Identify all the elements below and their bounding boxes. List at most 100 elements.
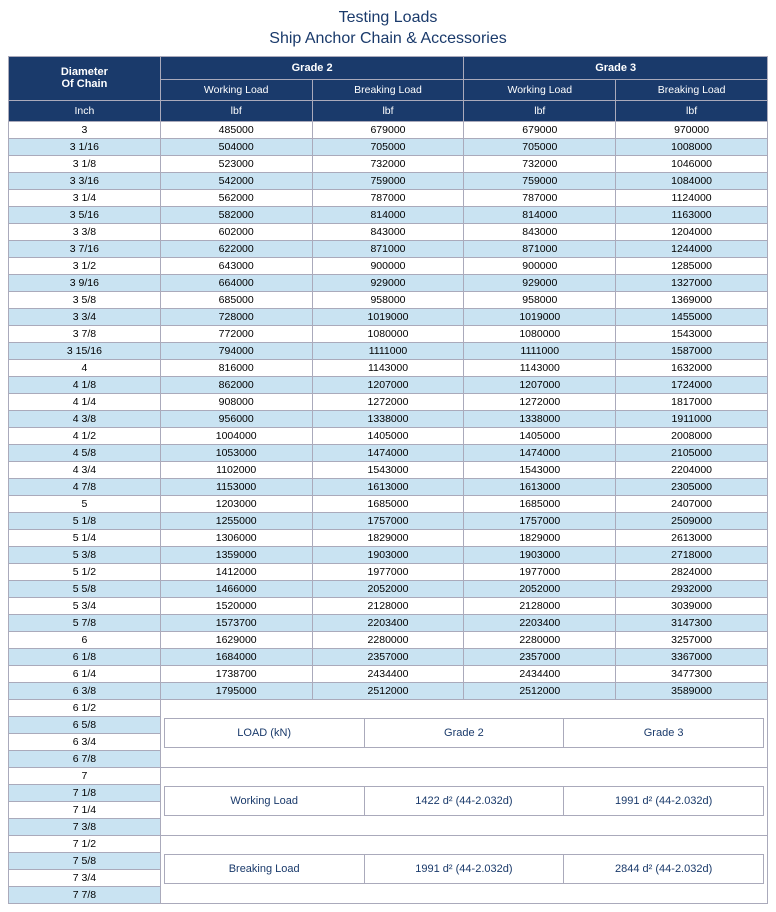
cell: 485000 [160, 121, 312, 138]
cell: 2105000 [616, 444, 768, 461]
cell: 929000 [312, 274, 464, 291]
col-header-diameter: Diameter Of Chain [9, 56, 161, 100]
cell: 1163000 [616, 206, 768, 223]
table-row: 5 7/81573700220340022034003147300 [9, 614, 768, 631]
table-row: 6 1/2LOAD (kN)Grade 2Grade 3 [9, 699, 768, 716]
page-title: Testing Loads Ship Anchor Chain & Access… [8, 8, 768, 50]
cell: 643000 [160, 257, 312, 274]
cell: 1207000 [312, 376, 464, 393]
cell: 958000 [312, 291, 464, 308]
cell: 1977000 [464, 563, 616, 580]
cell: 1285000 [616, 257, 768, 274]
cell: 7 [9, 767, 161, 784]
cell: 1412000 [160, 563, 312, 580]
cell: 523000 [160, 155, 312, 172]
cell: 2280000 [312, 631, 464, 648]
cell: 2932000 [616, 580, 768, 597]
cell: 5 1/4 [9, 529, 161, 546]
cell: 1543000 [616, 325, 768, 342]
cell: 759000 [312, 172, 464, 189]
cell: 5 1/2 [9, 563, 161, 580]
cell: 1244000 [616, 240, 768, 257]
cell: 7 3/8 [9, 818, 161, 835]
cell: 4 3/4 [9, 461, 161, 478]
cell: 1543000 [312, 461, 464, 478]
cell: 1255000 [160, 512, 312, 529]
cell: 7 1/8 [9, 784, 161, 801]
cell: 3147300 [616, 614, 768, 631]
cell: 1829000 [312, 529, 464, 546]
table-row: 7 1/2Breaking Load1991 d² (44-2.032d)284… [9, 835, 768, 852]
cell: 1405000 [312, 427, 464, 444]
formula-cell: Working Load [164, 787, 364, 816]
cell: 1204000 [616, 223, 768, 240]
cell: 685000 [160, 291, 312, 308]
cell: 843000 [464, 223, 616, 240]
cell: 1757000 [312, 512, 464, 529]
cell: 1272000 [312, 393, 464, 410]
table-row: 3 3/86020008430008430001204000 [9, 223, 768, 240]
cell: 542000 [160, 172, 312, 189]
cell: 1829000 [464, 529, 616, 546]
table-row: 4 1/8862000120700012070001724000 [9, 376, 768, 393]
cell: 1327000 [616, 274, 768, 291]
cell: 871000 [464, 240, 616, 257]
cell: 814000 [312, 206, 464, 223]
cell: 1573700 [160, 614, 312, 631]
cell: 3257000 [616, 631, 768, 648]
table-row: 4 1/21004000140500014050002008000 [9, 427, 768, 444]
table-row: 4 3/41102000154300015430002204000 [9, 461, 768, 478]
formula-block: Breaking Load1991 d² (44-2.032d)2844 d² … [160, 835, 767, 903]
cell: 1080000 [464, 325, 616, 342]
cell: 2128000 [464, 597, 616, 614]
table-row: 7Working Load1422 d² (44-2.032d)1991 d² … [9, 767, 768, 784]
cell: 2512000 [464, 682, 616, 699]
cell: 7 7/8 [9, 886, 161, 903]
cell: 1019000 [464, 308, 616, 325]
cell: 814000 [464, 206, 616, 223]
cell: 582000 [160, 206, 312, 223]
table-row: 5 3/41520000212800021280003039000 [9, 597, 768, 614]
table-row: 5 1/41306000182900018290002613000 [9, 529, 768, 546]
cell: 2613000 [616, 529, 768, 546]
cell: 728000 [160, 308, 312, 325]
cell: 843000 [312, 223, 464, 240]
cell: 787000 [464, 189, 616, 206]
cell: 2128000 [312, 597, 464, 614]
cell: 602000 [160, 223, 312, 240]
cell: 787000 [312, 189, 464, 206]
cell: 3 15/16 [9, 342, 161, 359]
cell: 1587000 [616, 342, 768, 359]
cell: 1724000 [616, 376, 768, 393]
cell: 1111000 [464, 342, 616, 359]
table-row: 5 1/21412000197700019770002824000 [9, 563, 768, 580]
title-line-2: Ship Anchor Chain & Accessories [269, 30, 506, 47]
cell: 1053000 [160, 444, 312, 461]
cell: 1632000 [616, 359, 768, 376]
cell: 679000 [464, 121, 616, 138]
cell: 2357000 [312, 648, 464, 665]
formula-cell: LOAD (kN) [164, 719, 364, 748]
cell: 1684000 [160, 648, 312, 665]
cell: 3 7/16 [9, 240, 161, 257]
unit-lbf: lbf [464, 100, 616, 121]
cell: 705000 [464, 138, 616, 155]
table-row: 51203000168500016850002407000 [9, 495, 768, 512]
table-row: 3 1/26430009000009000001285000 [9, 257, 768, 274]
cell: 1359000 [160, 546, 312, 563]
cell: 6 3/8 [9, 682, 161, 699]
table-row: 3 1/45620007870007870001124000 [9, 189, 768, 206]
cell: 2052000 [464, 580, 616, 597]
cell: 1795000 [160, 682, 312, 699]
cell: 794000 [160, 342, 312, 359]
cell: 958000 [464, 291, 616, 308]
table-row: 4 5/81053000147400014740002105000 [9, 444, 768, 461]
subhead-g2-working: Working Load [160, 79, 312, 100]
table-row: 3 3/4728000101900010190001455000 [9, 308, 768, 325]
cell: 1911000 [616, 410, 768, 427]
cell: 862000 [160, 376, 312, 393]
cell: 4 1/8 [9, 376, 161, 393]
formula-cell: Breaking Load [164, 855, 364, 884]
cell: 2204000 [616, 461, 768, 478]
cell: 1338000 [464, 410, 616, 427]
